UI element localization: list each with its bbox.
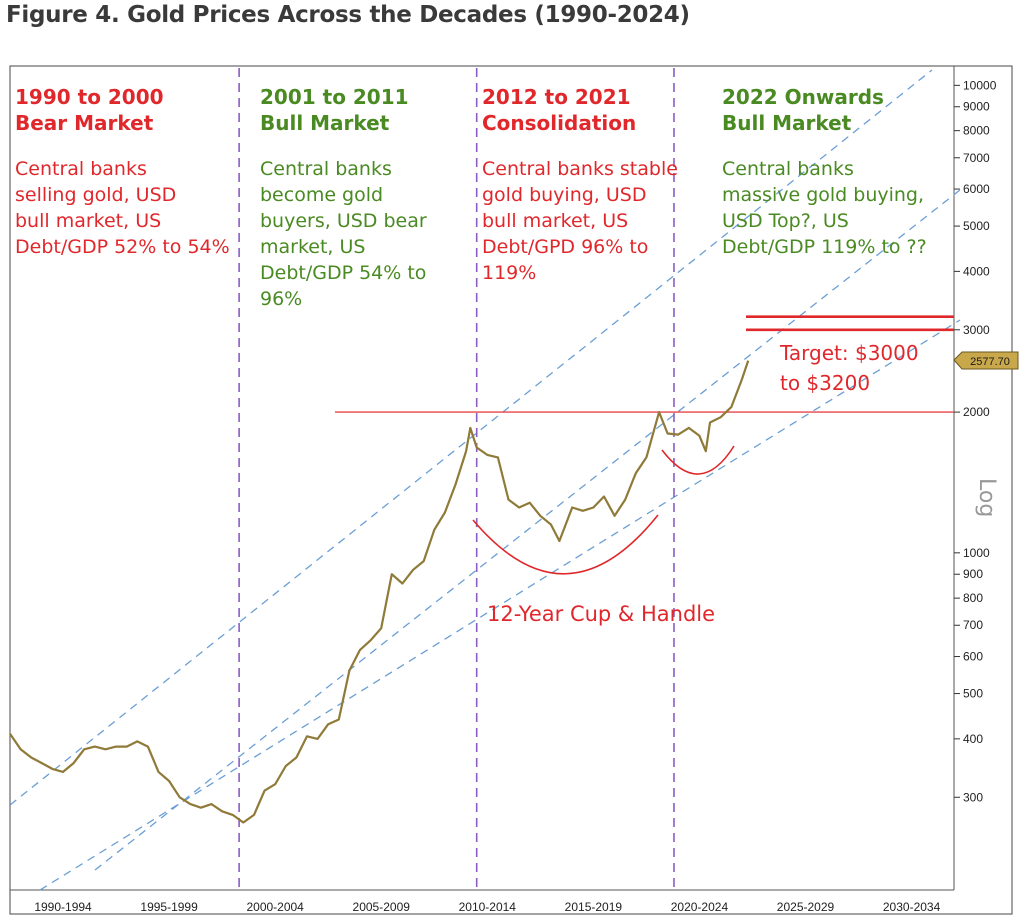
figure-title: Figure 4. Gold Prices Across the Decades… (6, 2, 690, 28)
era-title: 2012 to 2021 (482, 85, 631, 109)
last-price-label: 2577.70 (970, 356, 1010, 368)
era-subtitle: Bull Market (722, 111, 852, 135)
era-description-line: Central banks (260, 158, 392, 180)
era-description-line: 96% (260, 288, 302, 310)
era-description-line: market, US (260, 236, 365, 258)
era-dividers (238, 68, 675, 888)
y-tick-label: 700 (963, 618, 983, 632)
era-subtitle: Consolidation (482, 111, 636, 135)
y-tick-label: 600 (963, 650, 983, 664)
y-tick-label: 3000 (963, 323, 990, 337)
era-description-line: Debt/GPD 96% to (482, 236, 648, 258)
cup-handle-label: 12-Year Cup & Handle (487, 602, 715, 626)
era-description-line: massive gold buying, (722, 184, 924, 206)
x-tick-label: 2020-2024 (671, 900, 729, 914)
era-description-line: gold buying, USD (482, 184, 646, 206)
y-tick-label: 6000 (963, 182, 990, 196)
y-tick-label: 5000 (963, 219, 990, 233)
trend-channel (9, 69, 961, 891)
y-tick-label: 300 (963, 790, 983, 804)
y-tick-label: 900 (963, 567, 983, 581)
y-tick-label: 500 (963, 687, 983, 701)
y-tick-label: 400 (963, 732, 983, 746)
plot-frame (9, 65, 1013, 915)
price-levels (335, 315, 954, 413)
cup-handle-arcs (472, 445, 735, 575)
era-title: 2001 to 2011 (260, 85, 409, 109)
x-tick-label: 2025-2029 (777, 900, 835, 914)
y-tick-label: 2000 (963, 405, 990, 419)
cup-arc (472, 514, 659, 575)
channel-line-3 (39, 319, 961, 891)
x-tick-label: 2000-2004 (246, 900, 304, 914)
gold-price-line (9, 360, 750, 824)
era-subtitle: Bear Market (15, 111, 154, 135)
era-description-line: Central banks stable (482, 158, 678, 180)
y-tick-label: 9000 (963, 100, 990, 114)
x-tick-label: 2030-2034 (883, 900, 941, 914)
y-axis-ticks: 300 400 500 600 700 800 900 1000 2000 3000 4000 500… (954, 78, 997, 804)
handle-arc (661, 445, 735, 475)
x-tick-label: 1995-1999 (140, 900, 198, 914)
era-description-line: 119% (482, 262, 536, 284)
y-tick-label: 1000 (963, 546, 990, 560)
target-label-line1: Target: $3000 (779, 341, 919, 365)
era-description-line: selling gold, USD (15, 184, 176, 206)
channel-line-1 (9, 69, 933, 806)
era-description-line: buyers, USD bear (260, 210, 427, 232)
era-description-line: Debt/GDP 52% to 54% (15, 236, 230, 258)
y-tick-label: 4000 (963, 264, 990, 278)
y-tick-label: 8000 (963, 124, 990, 138)
target-label-line2: to $3200 (780, 371, 870, 395)
era-description-line: become gold (260, 184, 383, 206)
era-title: 2022 Onwards (722, 85, 884, 109)
era-description-line: USD Top?, US (722, 210, 849, 232)
era-description-line: Central banks (15, 158, 147, 180)
y-tick-label: 800 (963, 591, 983, 605)
y-tick-label: 10000 (963, 78, 997, 92)
last-price-tag: 2577.70 (953, 351, 1019, 370)
era-description-line: Debt/GDP 54% to (260, 262, 426, 284)
y-tick-label: 7000 (963, 151, 990, 165)
era-title: 1990 to 2000 (15, 85, 164, 109)
era-description-line: bull market, US (482, 210, 628, 232)
era-description-line: bull market, US (15, 210, 161, 232)
era-subtitle: Bull Market (260, 111, 390, 135)
x-tick-label: 2005-2009 (353, 900, 411, 914)
x-tick-label: 2010-2014 (459, 900, 517, 914)
y-axis-label: Log (974, 478, 999, 517)
x-axis-ticks: 1990-1994 1995-1999 2000-2004 2005-2009 2010… (34, 900, 940, 914)
era-description-line: Central banks (722, 158, 854, 180)
x-tick-label: 2015-2019 (565, 900, 623, 914)
channel-line-2 (94, 189, 961, 871)
x-tick-label: 1990-1994 (34, 900, 92, 914)
era-description-line: Debt/GDP 119% to ?? (722, 236, 927, 258)
